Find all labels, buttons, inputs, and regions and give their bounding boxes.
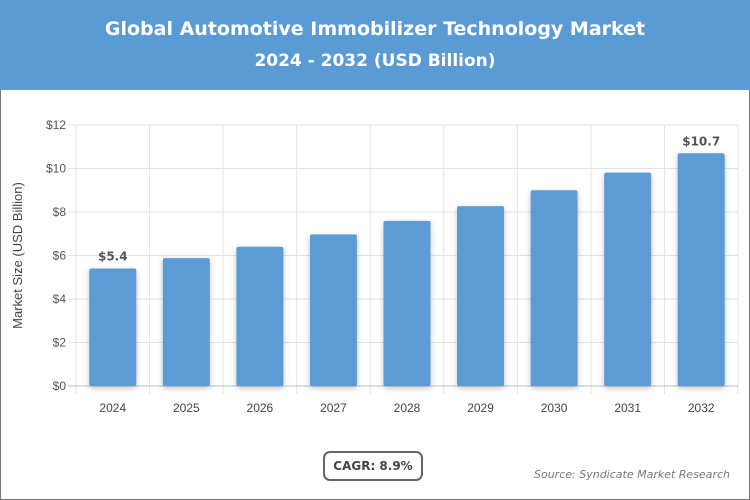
- bar: [236, 246, 284, 386]
- x-tick-label: 2032: [688, 401, 715, 415]
- y-axis-label: Market Size (USD Billion): [10, 182, 25, 329]
- x-tick-label: 2029: [467, 401, 494, 415]
- bar: [457, 206, 505, 386]
- bar: [162, 258, 210, 386]
- bar: [530, 190, 578, 386]
- data-label: $5.4: [98, 250, 128, 264]
- x-tick-label: 2030: [541, 401, 568, 415]
- chart-subtitle: 2024 - 2032 (USD Billion): [254, 51, 496, 71]
- chart-title: Global Automotive Immobilizer Technology…: [104, 18, 646, 40]
- bar: [309, 234, 357, 386]
- bar: [89, 268, 137, 386]
- x-tick-label: 2031: [614, 401, 641, 415]
- y-tick-label: $8: [53, 205, 67, 219]
- data-label: $10.7: [682, 134, 720, 148]
- x-tick-label: 2025: [173, 401, 200, 415]
- source-note: Source: Syndicate Market Research: [534, 468, 730, 481]
- x-tick-label: 2024: [99, 401, 126, 415]
- bar: [604, 172, 652, 386]
- chart-header: Global Automotive Immobilizer Technology…: [0, 0, 750, 90]
- x-tick-label: 2026: [247, 401, 274, 415]
- bar: [677, 153, 725, 386]
- x-tick-label: 2028: [394, 401, 421, 415]
- y-tick-label: $6: [53, 249, 67, 263]
- cagr-badge: CAGR: 8.9%: [323, 451, 423, 481]
- y-tick-label: $0: [53, 379, 67, 393]
- y-tick-label: $10: [46, 162, 66, 176]
- y-tick-label: $12: [46, 118, 66, 132]
- y-tick-label: $2: [53, 336, 67, 350]
- bar: [383, 220, 431, 386]
- y-tick-label: $4: [53, 292, 67, 306]
- x-tick-label: 2027: [320, 401, 347, 415]
